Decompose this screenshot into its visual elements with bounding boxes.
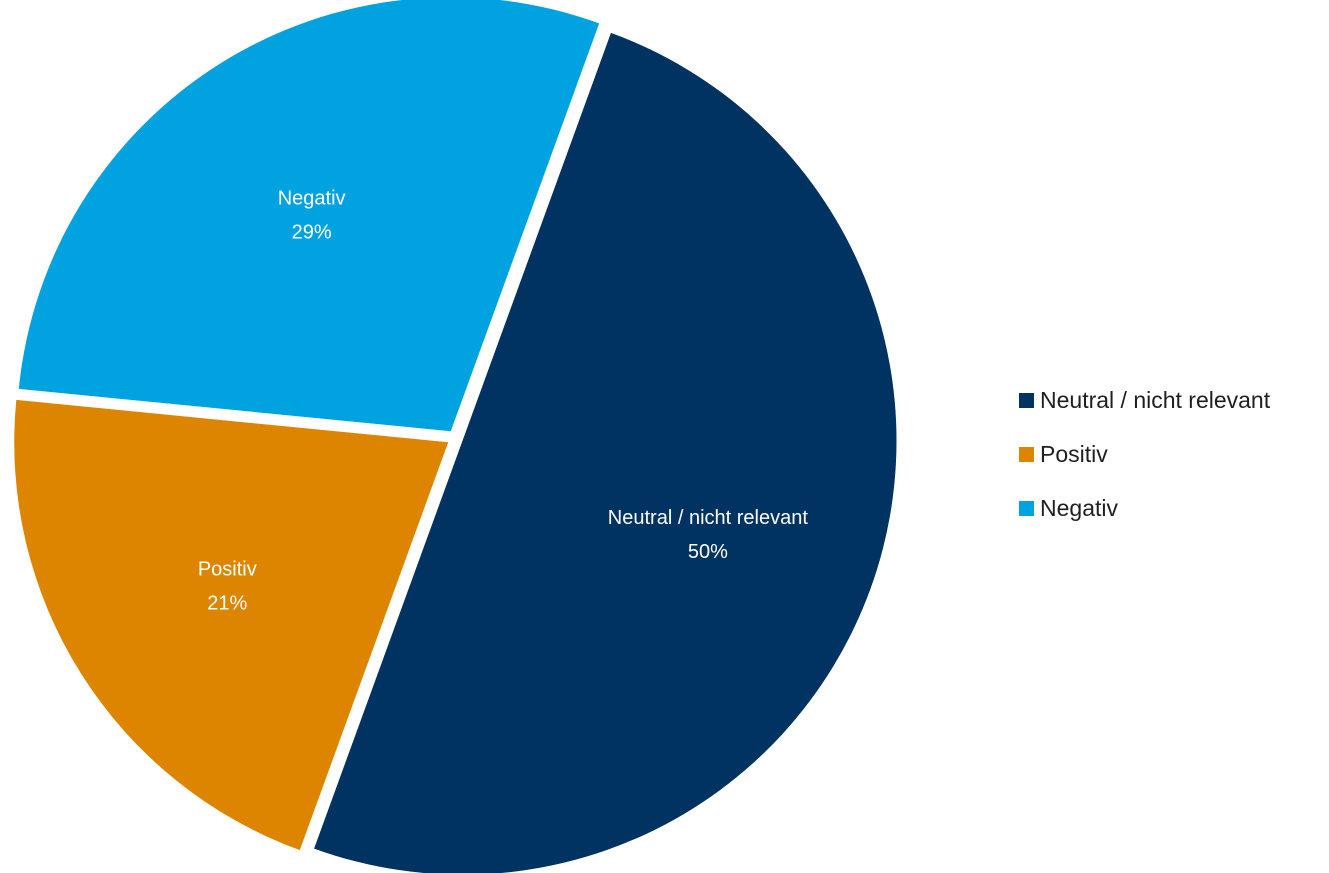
slice-label-neutral: Neutral / nicht relevant [608, 507, 809, 529]
legend-label-neutral: Neutral / nicht relevant [1040, 387, 1271, 413]
pie-slice-positiv [14, 399, 449, 851]
legend-swatch-positiv [1019, 447, 1034, 462]
slice-value-positiv: 21% [207, 592, 247, 614]
chart-legend: Neutral / nicht relevant Positiv Negativ [1019, 384, 1270, 525]
legend-label-positiv: Positiv [1040, 441, 1108, 467]
legend-swatch-negativ [1019, 501, 1034, 516]
legend-item-positiv: Positiv [1019, 438, 1270, 471]
pie-data-labels: Neutral / nicht relevant 50% Positiv 21% Neg… [198, 187, 808, 614]
slice-value-negativ: 29% [292, 221, 332, 243]
slice-label-positiv: Positiv [198, 558, 257, 580]
legend-item-negativ: Negativ [1019, 492, 1270, 525]
pie-slice-neutral [314, 32, 897, 873]
legend-item-neutral: Neutral / nicht relevant [1019, 384, 1270, 417]
pie-slices [14, 0, 897, 873]
slice-value-neutral: 50% [688, 541, 728, 563]
slice-label-negativ: Negativ [278, 187, 346, 209]
legend-swatch-neutral [1019, 393, 1034, 408]
pie-slice-negativ [18, 0, 600, 432]
legend-label-negativ: Negativ [1040, 495, 1118, 521]
